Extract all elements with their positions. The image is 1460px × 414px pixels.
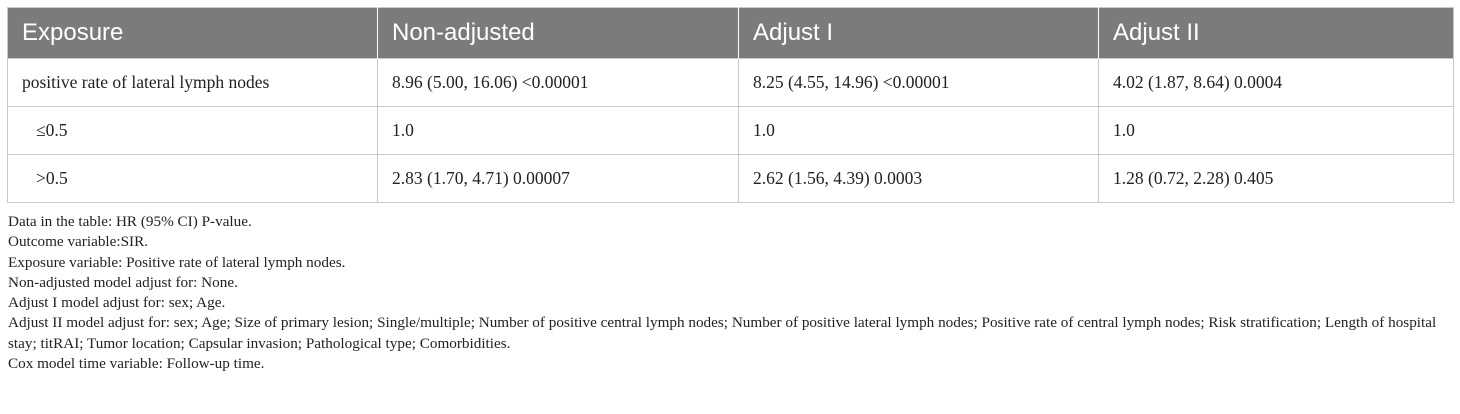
table-footnotes: Data in the table: HR (95% CI) P-value. …	[7, 212, 1453, 374]
row-label: positive rate of lateral lymph nodes	[7, 58, 378, 107]
results-table: Exposure Non-adjusted Adjust I Adjust II…	[7, 7, 1454, 203]
footnote-adjust-2: Adjust II model adjust for: sex; Age; Si…	[8, 314, 1437, 352]
footnote-exposure: Exposure variable: Positive rate of late…	[8, 253, 346, 271]
footnote-adjust-1: Adjust I model adjust for: sex; Age.	[8, 294, 226, 312]
footnote-non-adjusted: Non-adjusted model adjust for: None.	[8, 273, 238, 291]
cell-adjust-2: 1.0	[1098, 106, 1454, 155]
header-exposure: Exposure	[22, 19, 124, 46]
footnote-time-variable: Cox model time variable: Follow-up time.	[8, 355, 265, 373]
cell-adjust-1: 2.62 (1.56, 4.39) 0.0003	[738, 154, 1099, 203]
table-row: >0.5 2.83 (1.70, 4.71) 0.00007 2.62 (1.5…	[7, 154, 1454, 203]
row-label: ≤0.5	[7, 106, 378, 155]
table-row: ≤0.5 1.0 1.0 1.0	[7, 106, 1454, 155]
results-table-container: Exposure Non-adjusted Adjust I Adjust II…	[7, 7, 1454, 374]
table-row: positive rate of lateral lymph nodes 8.9…	[7, 58, 1454, 107]
table-header-row: Exposure Non-adjusted Adjust I Adjust II	[7, 7, 1454, 59]
footnote-outcome: Outcome variable:SIR.	[8, 233, 149, 251]
cell-non-adjusted: 2.83 (1.70, 4.71) 0.00007	[377, 154, 739, 203]
cell-adjust-2: 1.28 (0.72, 2.28) 0.405	[1098, 154, 1454, 203]
cell-non-adjusted: 8.96 (5.00, 16.06) <0.00001	[377, 58, 739, 107]
header-non-adjusted: Non-adjusted	[377, 7, 739, 59]
row-label: >0.5	[7, 154, 378, 203]
cell-adjust-2: 4.02 (1.87, 8.64) 0.0004	[1098, 58, 1454, 107]
header-adjust-2: Adjust II	[1098, 7, 1454, 59]
cell-adjust-1: 1.0	[738, 106, 1099, 155]
cell-adjust-1: 8.25 (4.55, 14.96) <0.00001	[738, 58, 1099, 107]
header-adjust-1: Adjust I	[738, 7, 1099, 59]
cell-non-adjusted: 1.0	[377, 106, 739, 155]
footnote-data: Data in the table: HR (95% CI) P-value.	[8, 213, 252, 230]
